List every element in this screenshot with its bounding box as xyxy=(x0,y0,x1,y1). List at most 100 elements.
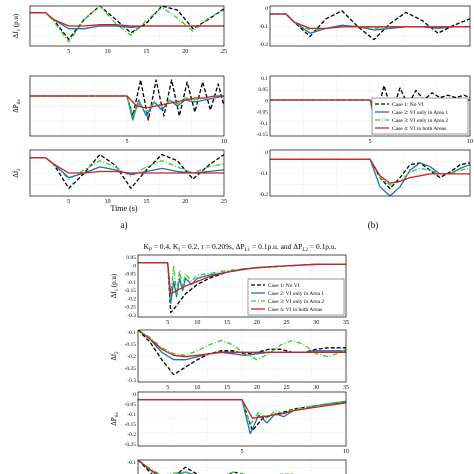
y-tick-label: 0 xyxy=(133,263,136,269)
x-tick-label: 20 xyxy=(182,199,188,205)
y-axis-subscript: 1 xyxy=(17,28,22,31)
y-axis-symbol: Δf xyxy=(110,353,118,361)
legend-entry-case3: Case 3: VI only in Area 2 xyxy=(392,118,448,124)
params-mid: = 0.1p.u. and ΔP xyxy=(250,242,302,251)
series-line-case3 xyxy=(138,460,294,474)
plot-frame xyxy=(269,75,471,137)
panel-b3: 0 -0.1 -0.2 xyxy=(259,149,471,198)
x-tick-label: 20 xyxy=(254,385,260,391)
series-line-case4 xyxy=(138,262,346,295)
series-group xyxy=(270,10,470,41)
plot-frame xyxy=(29,149,225,197)
x-tick-label: 5 xyxy=(67,49,70,55)
y-axis-symbol: Δf xyxy=(12,170,20,178)
series-group xyxy=(30,153,224,189)
x-tick-label: 10 xyxy=(105,49,111,55)
series-line-case3 xyxy=(138,330,346,361)
panel-a1: 5 10 15 20 25 Δf1 (p.u) xyxy=(12,5,227,55)
y-axis-subscript: 2 xyxy=(115,351,120,354)
y-tick-label: 0.05 xyxy=(258,87,268,93)
x-tick-label: 5 xyxy=(67,199,70,205)
y-tick-label: -0.1 xyxy=(259,24,268,30)
series-line-case4 xyxy=(270,158,470,184)
plot-frame xyxy=(137,391,347,447)
series-line-case4 xyxy=(30,157,224,174)
x-tick-label: 10 xyxy=(467,139,473,145)
plot-frame xyxy=(137,459,347,474)
params-rest: = 0.2, τ = 0.209s, ΔP xyxy=(180,242,245,251)
y-tick-label: -0.05 xyxy=(257,110,269,116)
x-tick-label: 20 xyxy=(182,49,188,55)
time-axis-label: Time (s) xyxy=(110,204,137,213)
series-group xyxy=(30,79,224,121)
y-axis-label: Δf1 (p.u) xyxy=(12,13,22,38)
y-tick-label: -0.3 xyxy=(127,378,136,384)
x-tick-label: 15 xyxy=(224,320,230,326)
series-line-case4 xyxy=(138,330,346,358)
x-tick-label: 5 xyxy=(166,320,169,326)
y-tick-label: -0.1 xyxy=(259,121,268,127)
y-axis-subscript: tie xyxy=(17,99,22,105)
series-line-case4 xyxy=(30,95,224,109)
x-tick-label: 10 xyxy=(194,320,200,326)
x-tick-label: 20 xyxy=(254,320,260,326)
legend-entry-case4: Case 4: VI in both Areas xyxy=(392,126,446,132)
params-l2: L2 xyxy=(302,248,308,253)
y-axis-label: Δf2 xyxy=(110,351,120,361)
params-l1: L1 xyxy=(245,248,251,253)
parameters-line: KP = 0.4, KI = 0.2, τ = 0.209s, ΔPL1 = 0… xyxy=(144,242,337,253)
legend: Case 1: No VI Case 2: VI only in Area 1 Ca… xyxy=(247,278,345,316)
series-line-case3 xyxy=(30,6,224,43)
y-axis-subscript: tie xyxy=(115,412,120,418)
panel-c2: 5 10 15 20 25 30 35 -0.1 -0.15 -0.2 -0.25 -0.3 Δf2 xyxy=(110,329,349,391)
series-line-case2 xyxy=(138,330,346,361)
x-tick-label: 30 xyxy=(313,385,319,391)
legend: Case 1: No VI Case 2: VI only in Area 1 Ca… xyxy=(371,97,469,135)
y-axis-symbol: Δf xyxy=(110,291,118,299)
series-line-case3 xyxy=(30,157,224,180)
series-group xyxy=(138,262,346,314)
y-tick-label: -0.25 xyxy=(125,305,137,311)
y-tick-label: 0.05 xyxy=(126,255,136,261)
series-line-case3 xyxy=(138,399,346,426)
plot-frame xyxy=(137,254,347,318)
panel-a3: 5 10 15 20 25 Δf2 xyxy=(12,149,227,205)
x-tick-label: 25 xyxy=(221,49,227,55)
legend-entry-case2: Case 2: VI only in Area 1 xyxy=(268,291,324,297)
y-tick-label: 0.1 xyxy=(261,76,268,82)
plot-frame xyxy=(29,75,225,137)
legend-entry-case1: Case 1: No VI xyxy=(392,102,424,108)
series-group xyxy=(138,460,294,474)
params-ki: I xyxy=(178,248,180,253)
y-tick-label: -0.2 xyxy=(127,296,136,302)
legend-entry-case2: Case 2: VI only in Area 1 xyxy=(392,110,448,116)
x-tick-label: 5 xyxy=(241,449,244,455)
y-tick-label: -0.2 xyxy=(259,42,268,48)
y-axis-label: ΔPtie xyxy=(12,99,22,113)
params-kp-val: = 0.4, K xyxy=(152,242,179,251)
x-tick-label: 5 xyxy=(126,139,129,145)
plot-frame xyxy=(137,329,347,383)
panel-c4: -0.1-0.2 xyxy=(127,459,347,474)
params-kp: P xyxy=(149,248,152,253)
y-tick-label: -0.1 xyxy=(127,330,136,336)
x-tick-label: 10 xyxy=(221,139,227,145)
y-tick-label: -0.15 xyxy=(125,342,137,348)
y-axis-subscript: 2 xyxy=(17,168,22,171)
series-line-case2 xyxy=(138,399,346,435)
x-tick-label: 10 xyxy=(343,449,349,455)
x-tick-label: 35 xyxy=(343,385,349,391)
params-end: = 0.1p.u. xyxy=(308,242,337,251)
series-line-case4 xyxy=(30,12,224,27)
y-tick-label: -0.2 xyxy=(127,354,136,360)
y-tick-label: -0.1 xyxy=(127,280,136,286)
y-tick-label: -0.2 xyxy=(127,432,136,438)
x-tick-label: 5 xyxy=(166,385,169,391)
legend-entry-case4: Case 4: VI in both Areas xyxy=(268,307,322,313)
y-tick-label: 0 xyxy=(265,6,268,12)
y-axis-label: Δf2 xyxy=(12,168,22,178)
y-tick-label: -0.1 xyxy=(259,171,268,177)
x-tick-label: 25 xyxy=(284,320,290,326)
y-tick-label: 0 xyxy=(265,98,268,104)
